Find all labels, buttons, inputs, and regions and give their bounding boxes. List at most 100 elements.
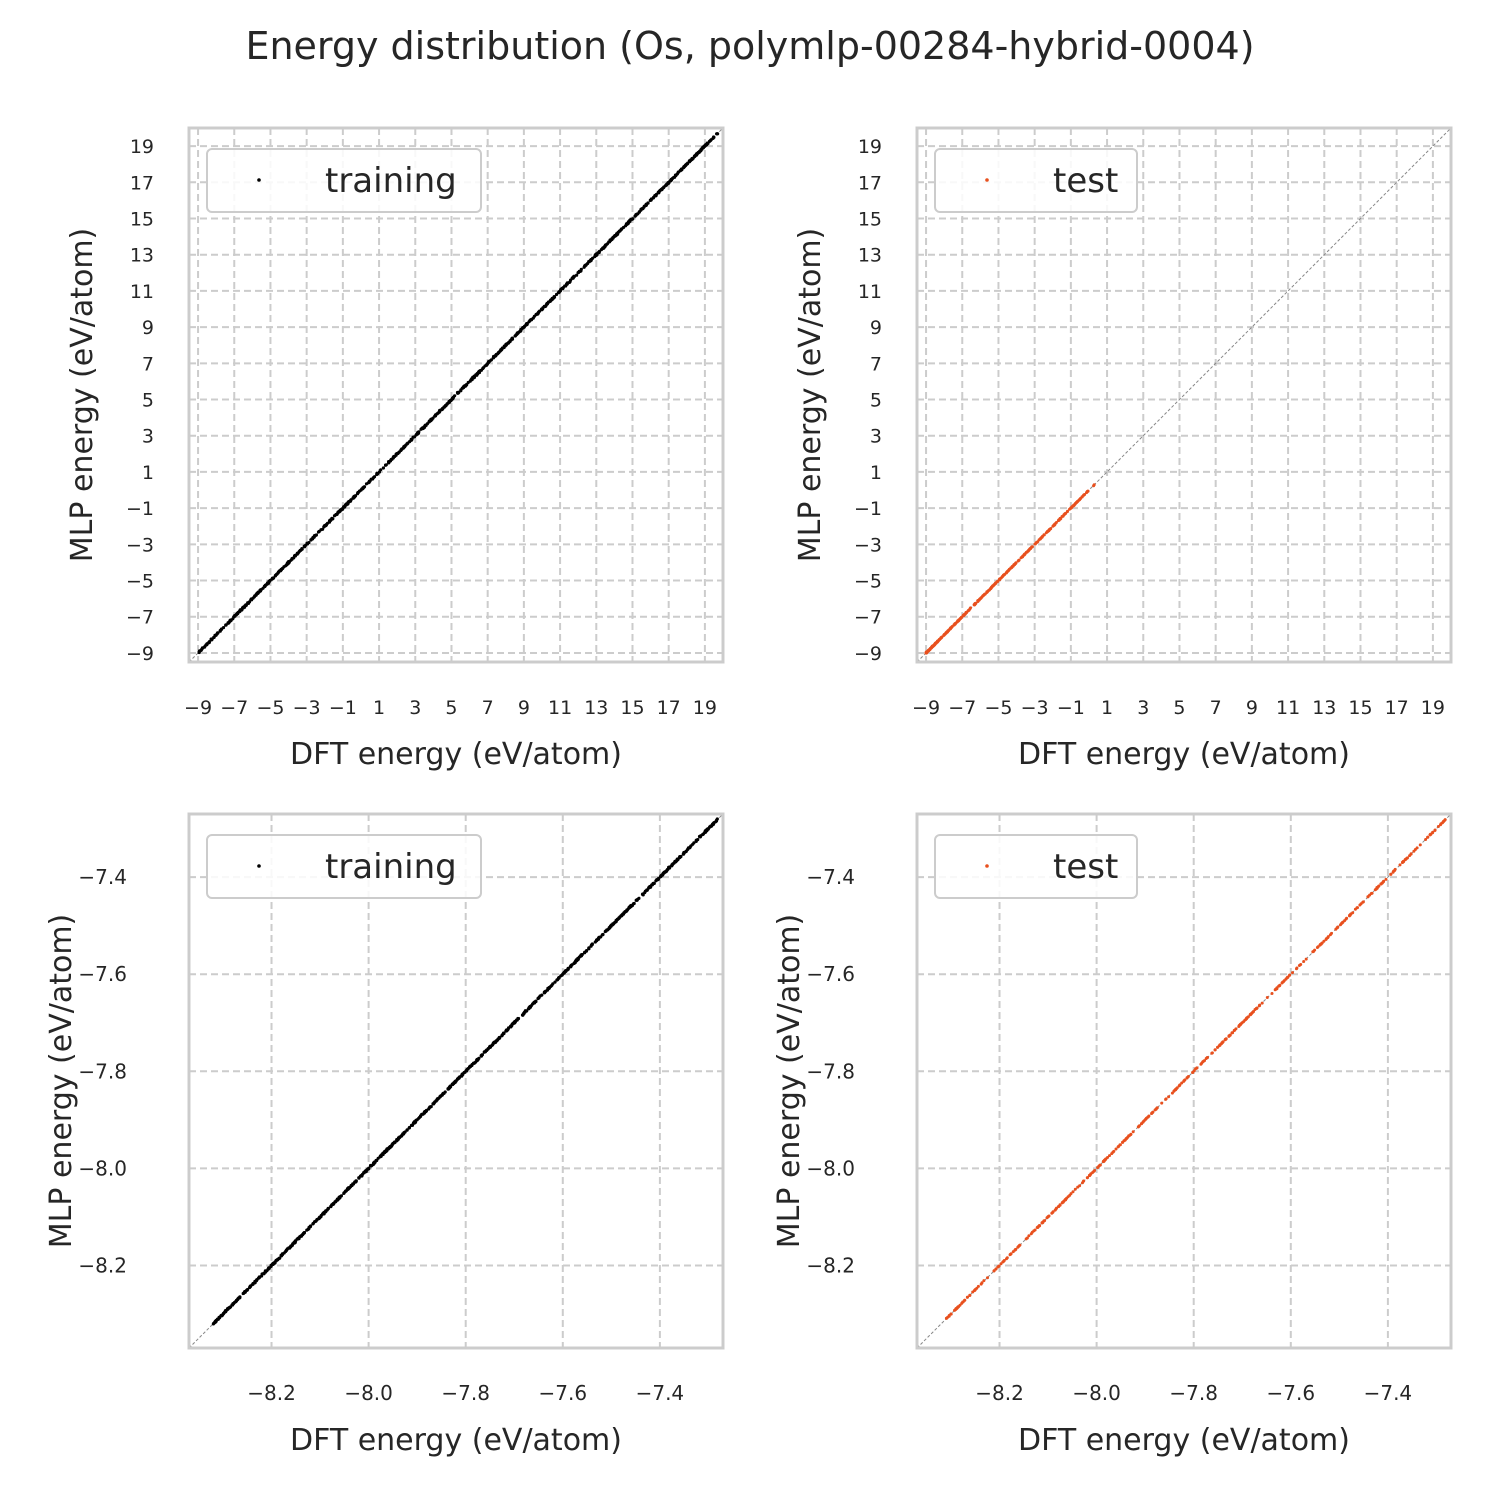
x-tick-label: −7.8 — [441, 1381, 490, 1405]
data-point — [500, 1033, 504, 1037]
data-point — [1210, 1051, 1214, 1055]
data-point — [617, 916, 621, 920]
x-tick-label: −7.6 — [1267, 1381, 1316, 1405]
data-point — [520, 1013, 525, 1017]
data-point — [223, 1310, 227, 1314]
data-point — [1078, 497, 1082, 501]
data-point — [1348, 913, 1352, 917]
y-tick-label: −7 — [126, 607, 154, 629]
data-point — [393, 1140, 397, 1144]
data-point — [1326, 935, 1330, 939]
data-point — [1045, 1216, 1049, 1220]
x-tick-label: 15 — [620, 697, 644, 719]
data-point — [347, 500, 351, 504]
data-point — [1340, 922, 1343, 925]
data-point — [1136, 1125, 1140, 1129]
data-point — [1433, 829, 1437, 832]
data-point — [492, 1040, 496, 1044]
data-point — [317, 1216, 321, 1220]
data-point — [635, 898, 639, 902]
data-point — [619, 228, 623, 232]
figure-title: Energy distribution (Os, polymlp-00284-h… — [245, 24, 1255, 68]
x-tick-label: −9 — [184, 697, 212, 719]
data-point — [1219, 1042, 1223, 1046]
data-point — [271, 1262, 275, 1266]
data-point — [1281, 980, 1285, 984]
data-point — [699, 834, 703, 838]
data-point — [684, 849, 688, 853]
data-point — [1116, 1145, 1120, 1149]
data-point — [663, 184, 668, 188]
data-point — [949, 1312, 953, 1316]
data-point — [231, 617, 235, 621]
data-point — [349, 1183, 353, 1188]
y-axis-label: MLP energy (eV/atom) — [793, 228, 828, 563]
data-point — [1027, 1234, 1031, 1238]
data-point — [400, 447, 404, 451]
y-tick-label: −9 — [126, 643, 154, 665]
data-point — [967, 608, 971, 612]
data-point — [519, 329, 523, 333]
data-point — [1011, 1250, 1015, 1254]
x-tick-label: 13 — [584, 697, 608, 719]
data-point — [325, 521, 330, 525]
data-point — [506, 341, 510, 345]
data-point — [337, 1195, 341, 1199]
data-point — [376, 1156, 380, 1160]
data-point — [683, 164, 688, 168]
data-point — [564, 284, 568, 288]
x-tick-label: −5 — [984, 697, 1012, 719]
data-point — [315, 1218, 319, 1222]
data-point — [1177, 1084, 1181, 1088]
data-point — [1030, 545, 1034, 549]
data-point — [422, 1111, 427, 1115]
data-point — [434, 1099, 438, 1103]
data-point — [1409, 852, 1413, 856]
data-point — [403, 444, 407, 448]
data-point — [424, 1109, 428, 1113]
data-point — [992, 1269, 996, 1273]
data-point — [367, 480, 371, 484]
data-point — [990, 585, 994, 589]
axes-frame — [915, 126, 1453, 664]
data-point — [1232, 1029, 1236, 1032]
y-tick-label: 9 — [142, 317, 154, 339]
data-point — [472, 1061, 476, 1065]
data-point — [1205, 1056, 1209, 1060]
data-point — [392, 454, 397, 459]
data-point — [661, 186, 665, 190]
x-tick-label: 9 — [518, 697, 530, 719]
data-point — [716, 132, 720, 136]
data-point — [702, 144, 706, 149]
axes-frame — [187, 812, 725, 1350]
data-point — [343, 504, 347, 509]
data-point — [568, 280, 572, 284]
data-point — [1033, 542, 1037, 546]
data-point — [705, 827, 709, 831]
data-point — [464, 1069, 469, 1073]
data-point — [333, 1200, 337, 1204]
data-point — [419, 1114, 423, 1118]
data-point — [999, 1262, 1003, 1266]
data-point — [1439, 822, 1443, 826]
data-point — [615, 233, 619, 237]
legend-marker — [985, 178, 989, 182]
data-point — [311, 1222, 315, 1226]
data-point — [1008, 1253, 1012, 1257]
x-tick-label: 3 — [1137, 697, 1149, 719]
data-point — [594, 939, 599, 943]
y-tick-label: −7.4 — [806, 865, 855, 889]
data-point — [947, 629, 950, 632]
data-point — [447, 1086, 451, 1090]
data-point — [572, 961, 576, 965]
data-point — [1380, 881, 1384, 885]
data-point — [1291, 971, 1294, 975]
y-tick-label: −9 — [854, 643, 882, 665]
data-point — [633, 214, 637, 218]
data-point — [599, 248, 604, 252]
data-point — [632, 901, 636, 906]
y-tick-label: −7.6 — [806, 962, 855, 986]
data-point — [1285, 976, 1289, 979]
data-point — [332, 514, 337, 518]
data-point — [1098, 1163, 1102, 1167]
